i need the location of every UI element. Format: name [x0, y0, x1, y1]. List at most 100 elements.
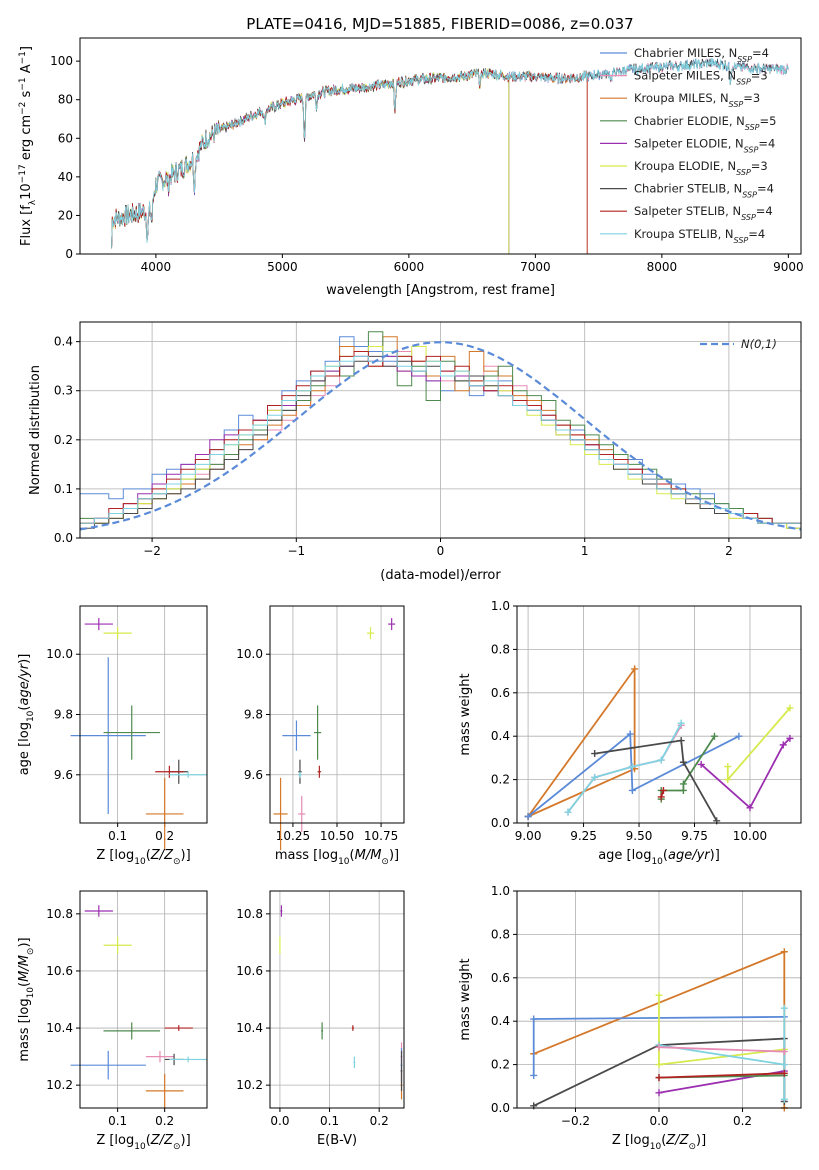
tick-label-y: 1.0 [491, 884, 510, 898]
tick-label-x: 0.0 [649, 1114, 668, 1128]
axes-frame [516, 890, 802, 1109]
tick-label-x: −2 [143, 544, 161, 558]
tick-label-y: 10.2 [46, 1078, 73, 1092]
panel-1: −2 −1 0 1 2 0.0 0.1 0.2 0.3 0.4 N(0,1) (data-model)… [28, 321, 802, 583]
weight-marker [724, 776, 732, 784]
weight-marker [626, 730, 634, 738]
weight-marker [655, 1089, 663, 1097]
axes-frame [79, 890, 208, 1109]
weight-marker [724, 763, 732, 771]
tick-label-x: 9.25 [570, 829, 597, 843]
tick-label-x: 9.75 [681, 829, 708, 843]
tick-label-y: 0.4 [491, 1014, 510, 1028]
weight-marker [679, 786, 687, 794]
weight-marker [628, 786, 636, 794]
y-axis-label: mass weight [458, 958, 473, 1040]
x-axis-label: mass [log10(M/M⊙)] [275, 848, 399, 867]
weight-marker [780, 1061, 788, 1069]
tick-label-x: 5000 [267, 260, 298, 274]
weight-marker [679, 758, 687, 766]
tick-label-x: 0.1 [320, 1114, 339, 1128]
y-axis-label: Flux [fλ10−17 erg cm−2 s−1 A−1] [18, 46, 38, 246]
tick-label-y: 100 [50, 54, 73, 68]
weight-line [700, 737, 791, 810]
tick-label-x: 7000 [520, 260, 551, 274]
tick-label-x: 10.00 [733, 829, 767, 843]
weight-marker [780, 948, 788, 956]
weight-line [527, 732, 740, 818]
x-axis-label: Z [log10(Z/Z⊙)] [96, 1133, 190, 1152]
tick-label-x: 9000 [773, 260, 804, 274]
axes-frame [79, 321, 802, 539]
weight-marker [746, 804, 754, 812]
tick-label-y: 0.6 [491, 686, 510, 700]
legend-entry: Kroupa STELIB, NSSP=4 [634, 227, 765, 245]
tick-label-y: 0.4 [54, 335, 73, 349]
tick-label-y: 0.8 [491, 642, 510, 656]
legend-entry: Salpeter ELODIE, NSSP=4 [634, 136, 775, 154]
weight-marker [530, 1071, 538, 1079]
axes-frame [269, 605, 405, 824]
tick-label-y: 10.2 [236, 1078, 263, 1092]
tick-label-y: 10.8 [236, 907, 263, 921]
weight-line [658, 1046, 785, 1053]
x-axis-label: wavelength [Angstrom, rest frame] [326, 283, 555, 298]
weight-marker [564, 808, 572, 816]
weight-marker [710, 732, 718, 740]
tick-label-x: 10.25 [276, 829, 310, 843]
axes-frame [79, 605, 208, 824]
tick-label-x: 10.50 [320, 829, 354, 843]
tick-label-y: 0.2 [491, 773, 510, 787]
tick-label-y: 10.8 [46, 907, 73, 921]
tick-label-y: 40 [58, 170, 73, 184]
axes-frame [269, 890, 405, 1109]
weight-marker [786, 704, 794, 712]
tick-label-y: 0.1 [54, 482, 73, 496]
tick-label-y: 0.8 [491, 927, 510, 941]
weight-marker [591, 773, 599, 781]
tick-label-y: 9.6 [54, 768, 73, 782]
legend-entry: Chabrier ELODIE, NSSP=5 [634, 114, 776, 132]
weight-marker [677, 737, 685, 745]
tick-label-x: −1 [287, 544, 305, 558]
tick-label-x: 8000 [647, 260, 678, 274]
tick-label-x: 10.75 [364, 829, 398, 843]
y-axis-label: age [log10(age/yr)] [17, 654, 36, 776]
tick-label-y: 0.2 [54, 433, 73, 447]
x-axis-label: Z [log10(Z/Z⊙)] [612, 1133, 706, 1152]
x-axis-label: Z [log10(Z/Z⊙)] [96, 848, 190, 867]
weight-marker [659, 786, 667, 794]
weight-marker [657, 756, 665, 764]
tick-label-y: 9.8 [244, 708, 263, 722]
x-axis-label: (data-model)/error [380, 568, 501, 583]
tick-label-x: 9.50 [626, 829, 653, 843]
tick-label-x: 0.0 [270, 1114, 289, 1128]
x-axis-label: age [log10(age/yr)] [598, 848, 720, 867]
tick-label-x: 1 [581, 544, 589, 558]
weight-marker [786, 734, 794, 742]
tick-label-y: 9.8 [54, 708, 73, 722]
panel-5: 0.1 0.2 10.2 10.4 10.6 10.8 Z [log10(Z/Z⊙)] mas… [17, 890, 208, 1152]
legend-entry: Chabrier STELIB, NSSP=4 [634, 182, 774, 200]
panel-3: 10.25 10.50 10.75 9.6 9.8 10.0 mass [log10(M/M… [236, 605, 405, 867]
tick-label-y: 10.0 [236, 647, 263, 661]
x-axis-label: E(B-V) [317, 1133, 357, 1148]
tick-label-y: 10.0 [46, 647, 73, 661]
weight-marker [655, 1074, 663, 1082]
weight-line [658, 1072, 785, 1079]
panel-7: −0.2 0.0 0.2 0.0 0.2 0.4 0.6 0.8 1.0 Z [log10(Z/Z… [458, 884, 802, 1152]
tick-label-x: 0.2 [370, 1114, 389, 1128]
tick-label-y: 10.4 [236, 1021, 263, 1035]
tick-label-x: 9.00 [515, 829, 542, 843]
legend-entry: Salpeter STELIB, NSSP=4 [634, 204, 773, 222]
tick-label-y: 0.0 [491, 816, 510, 830]
tick-label-x: 6000 [394, 260, 425, 274]
normal-curve [79, 341, 802, 531]
y-axis-label: Normed distribution [28, 365, 43, 495]
tick-label-y: 0.4 [491, 729, 510, 743]
tick-label-y: 0.0 [54, 531, 73, 545]
legend-entry: Salpeter MILES, NSSP=3 [634, 69, 768, 87]
weight-marker [655, 991, 663, 999]
